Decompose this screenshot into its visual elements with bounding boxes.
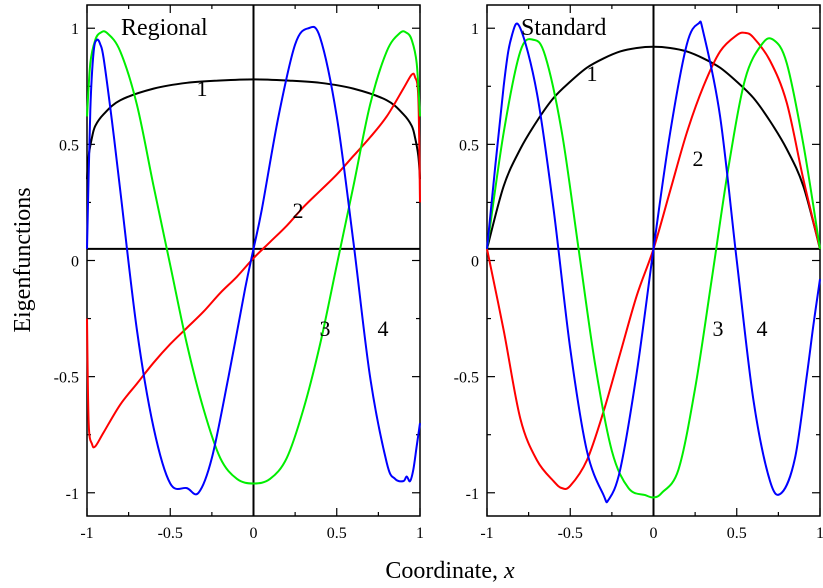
y-tick-label: -0.5 — [54, 370, 79, 387]
y-tick-label: -0.5 — [454, 370, 479, 387]
curve-label-3: 3 — [320, 316, 331, 341]
regional-panel: -1 -0.5 0 0.5 1 1 0.5 0 -0.5 -1 1 2 3 4 Regional — [54, 4, 424, 542]
y-tick-label: 0.5 — [59, 137, 79, 154]
panel-title: Standard — [521, 15, 606, 41]
eigenfunction-curve-4 — [86, 25, 421, 496]
eigenfunction-curve-1 — [86, 78, 421, 180]
x-tick-label: 0 — [650, 525, 658, 542]
eigenfunction-curve-2 — [86, 72, 421, 449]
curve-label-2: 2 — [693, 146, 704, 171]
y-tick-label: 1 — [471, 21, 479, 38]
y-tick-label: 0 — [71, 254, 79, 271]
x-tick-label: 0.5 — [727, 525, 747, 542]
x-tick-label: -1 — [80, 525, 93, 542]
y-tick-label: 0.5 — [459, 137, 479, 154]
x-axis-label: Coordinate, x — [385, 558, 515, 584]
eigenfunction-curve-3 — [486, 37, 821, 499]
x-axis-label-text: Coordinate, — [385, 558, 504, 584]
y-tick-label: 0 — [471, 254, 479, 271]
eigenfunction-curve-4 — [486, 20, 821, 504]
curve-label-1: 1 — [197, 76, 208, 101]
y-tick-label: -1 — [66, 486, 79, 503]
x-tick-label: 0 — [250, 525, 258, 542]
x-tick-label: 1 — [416, 525, 424, 542]
standard-panel: -1 -0.5 0 0.5 1 1 0.5 0 -0.5 -1 1 2 3 4 Standard — [454, 4, 823, 542]
y-axis-label: Eigenfunctions — [10, 187, 36, 332]
y-tick-label: 1 — [71, 21, 79, 38]
x-tick-label: -0.5 — [558, 525, 583, 542]
curve-label-3: 3 — [713, 316, 724, 341]
x-tick-label: 1 — [816, 525, 823, 542]
x-tick-label: 0.5 — [327, 525, 347, 542]
eigenfunction-curve-3 — [86, 30, 421, 485]
x-axis-label-variable: x — [503, 558, 515, 584]
panel-title: Regional — [121, 15, 208, 41]
curve-label-4: 4 — [378, 316, 389, 341]
curve-label-4: 4 — [757, 316, 768, 341]
curve-label-1: 1 — [587, 61, 598, 86]
x-tick-label: -1 — [480, 525, 493, 542]
y-tick-label: -1 — [466, 486, 479, 503]
x-tick-label: -0.5 — [158, 525, 183, 542]
curve-label-2: 2 — [293, 198, 304, 223]
